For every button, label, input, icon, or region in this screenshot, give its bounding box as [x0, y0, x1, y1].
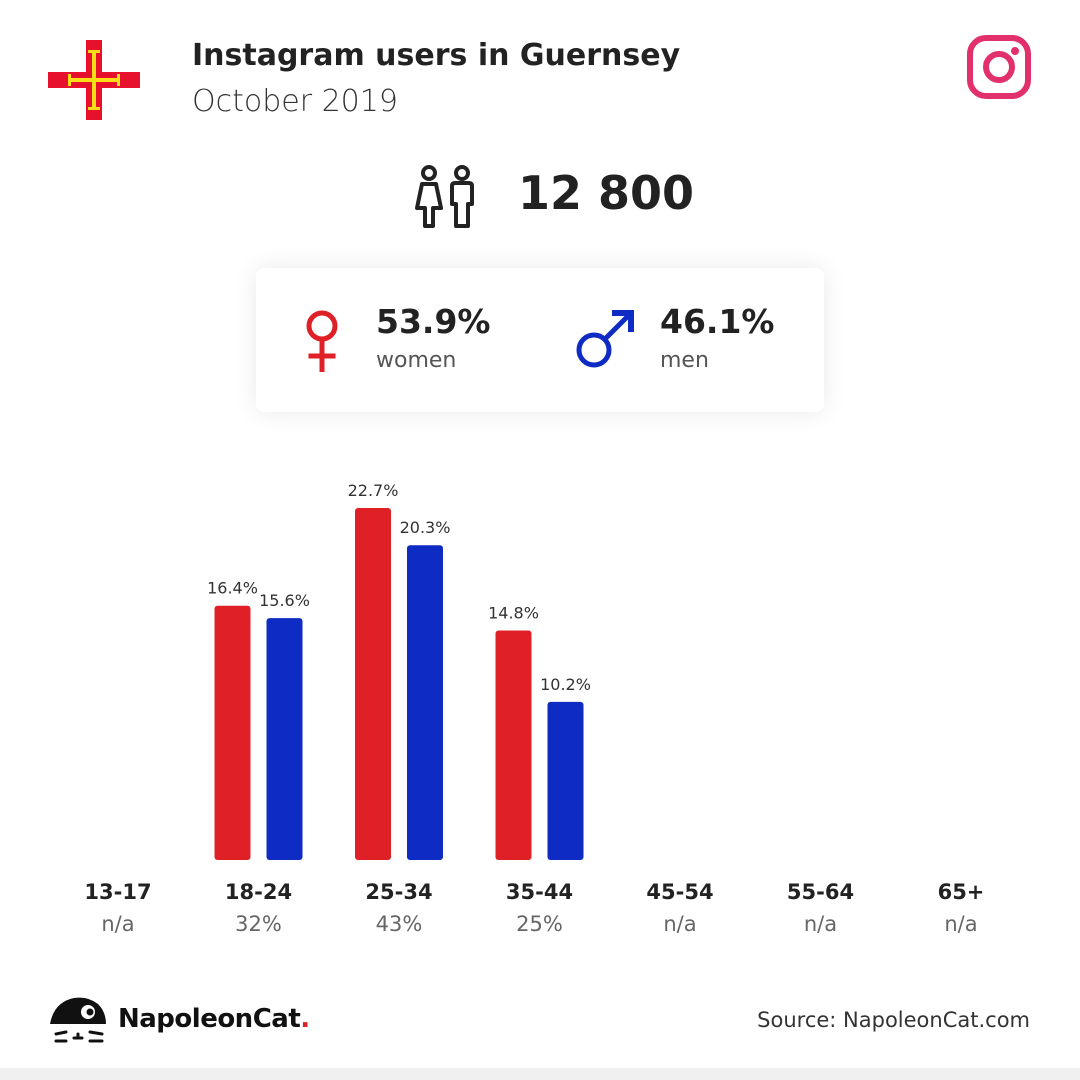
female-icon — [306, 310, 338, 372]
age-total-18-24: 32% — [235, 912, 282, 936]
napoleoncat-logo-icon — [50, 997, 106, 1043]
age-bar-chart: 16.4%15.6% 22.7%20.3% 14.8% 10.2% — [207, 481, 591, 860]
bar-label-35-44-series-1: 10.2% — [540, 675, 591, 694]
age-label-25-34: 25-34 — [365, 880, 433, 904]
bar-label-18-24-series-0: 16.4% — [207, 579, 258, 598]
total-users: 12 800 — [518, 166, 695, 220]
bottom-strip — [0, 1068, 1080, 1080]
age-total-65+: n/a — [944, 912, 978, 936]
age-total-45-54: n/a — [663, 912, 697, 936]
age-total-13-17: n/a — [101, 912, 135, 936]
napoleoncat-logo-text: NapoleonCat. — [118, 1004, 310, 1034]
age-label-45-54: 45-54 — [646, 880, 714, 904]
age-total-35-44: 25% — [516, 912, 563, 936]
bar-label-25-34-series-1: 20.3% — [400, 518, 451, 537]
bar-35-44-series-0 — [495, 630, 532, 860]
bar-label-18-24-series-1: 15.6% — [259, 591, 310, 610]
bar-18-24-series-1 — [266, 618, 303, 860]
age-total-25-34: 43% — [375, 912, 423, 936]
bar-label-35-44-series-0: 14.8% — [488, 604, 539, 623]
age-label-13-17: 13-17 — [84, 880, 152, 904]
female-percentage: 53.9% — [376, 302, 491, 341]
instagram-icon — [967, 35, 1031, 99]
age-label-35-44: 35-44 — [505, 880, 574, 904]
bar-25-34-series-0 — [355, 508, 391, 860]
people-icon — [415, 165, 474, 228]
page-subtitle: October 2019 — [192, 84, 398, 119]
age-label-55-64: 55-64 — [786, 880, 855, 904]
female-label: women — [376, 348, 457, 373]
male-icon — [576, 310, 634, 368]
guernsey-flag-icon — [48, 40, 140, 120]
source-text: Source: NapoleonCat.com — [757, 1008, 1030, 1032]
bar-25-34-series-1 — [407, 545, 443, 860]
age-total-55-64: n/a — [803, 912, 838, 936]
bar-18-24-series-0 — [214, 605, 251, 860]
bar-35-44-series-1 — [547, 701, 584, 860]
male-percentage: 46.1% — [660, 302, 775, 341]
age-label-18-24: 18-24 — [224, 880, 293, 904]
male-label: men — [660, 348, 709, 373]
bar-label-25-34-series-0: 22.7% — [348, 481, 399, 500]
age-label-65+: 65+ — [937, 880, 985, 904]
page-title: Instagram users in Guernsey — [192, 38, 681, 73]
gender-card: 53.9% women 46.1% men — [256, 268, 824, 412]
